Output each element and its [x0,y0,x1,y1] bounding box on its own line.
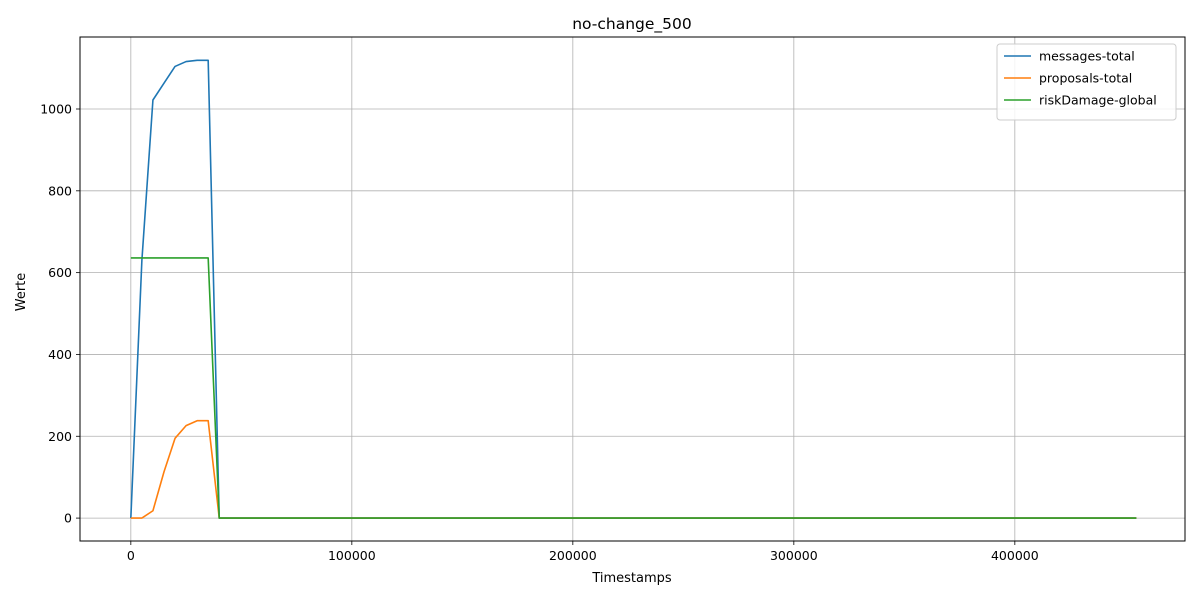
y-tick-label: 0 [64,511,72,526]
legend: messages-total proposals-total riskDamage-… [996,43,1177,121]
legend-label-riskDamage-global: riskDamage-global [1039,93,1157,108]
x-axis-title: Timestamps [591,571,672,586]
axis-ticks: 0 100000 200000 300000 400000 0 200 400 600 800 10… [40,102,1039,564]
x-tick-label: 200000 [549,548,597,563]
x-tick-label: 0 [127,548,135,563]
series-line-riskDamage-global [130,257,1137,519]
series-lines [130,59,1137,519]
legend-box [996,43,1177,121]
series-line-proposals-total [130,419,1137,519]
y-tick-label: 800 [48,183,72,198]
legend-label-proposals-total: proposals-total [1039,71,1132,86]
y-tick-label: 600 [48,265,72,280]
y-tick-label: 200 [48,429,72,444]
chart-title: no-change_500 [572,15,692,34]
y-tick-label: 1000 [40,102,72,117]
series-line-messages-total [130,59,1137,519]
legend-label-messages-total: messages-total [1039,49,1135,64]
plot-frame [79,36,1186,542]
y-axis-title: Werte [14,273,29,312]
x-tick-label: 400000 [991,548,1039,563]
x-tick-label: 300000 [770,548,818,563]
y-tick-label: 400 [48,347,72,362]
x-tick-label: 100000 [328,548,376,563]
